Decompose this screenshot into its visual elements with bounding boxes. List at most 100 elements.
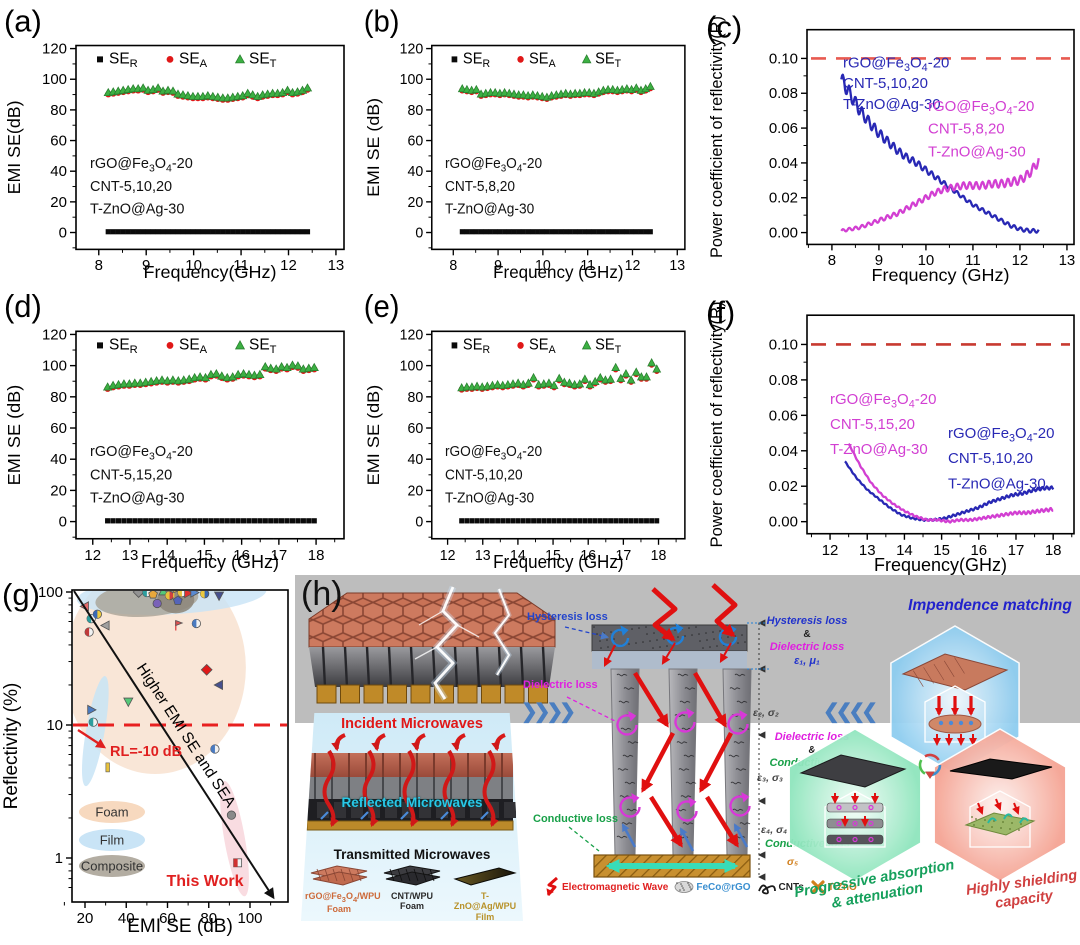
svg-text:0.10: 0.10 xyxy=(769,336,798,353)
svg-text:18: 18 xyxy=(651,548,667,565)
svg-text:Composite: Composite xyxy=(81,859,143,874)
svg-text:12: 12 xyxy=(1012,252,1029,269)
tzno-film-type: Film xyxy=(475,911,495,922)
series-se-r xyxy=(459,229,653,235)
panel-d-emi-se-chart: 12 13 14 15 16 17 18 0 20 40 60 80 100 120 Frequency (… xyxy=(4,289,345,572)
svg-text:16: 16 xyxy=(970,542,987,559)
svg-text:13: 13 xyxy=(669,258,685,274)
svg-text:rGO@Fe3O4-20: rGO@Fe3O4-20 xyxy=(445,443,542,463)
svg-text:SET: SET xyxy=(595,336,621,356)
rgo-foam-name: rGO@Fe3O4/WPU xyxy=(305,891,381,904)
schematic-legend: Electromagnetic Wave FeCo@rGO CNTs T-ZnO xyxy=(545,877,867,897)
svg-text:40: 40 xyxy=(408,452,424,469)
svg-text:60: 60 xyxy=(50,420,67,437)
svg-text:Foam: Foam xyxy=(95,805,128,820)
svg-text:SET: SET xyxy=(595,50,621,70)
emw-label: Electromagnetic Wave xyxy=(562,881,669,893)
svg-text:12: 12 xyxy=(84,547,101,564)
svg-text:0.08: 0.08 xyxy=(769,85,798,102)
svg-text:rGO@Fe3O4-20: rGO@Fe3O4-20 xyxy=(90,156,193,174)
svg-text:20: 20 xyxy=(50,482,67,499)
svg-text:14: 14 xyxy=(159,547,176,564)
svg-text:60: 60 xyxy=(159,910,176,927)
svg-text:0.00: 0.00 xyxy=(769,514,798,531)
tzno-film-thumbnail: T-ZnO@Ag/WPU Film xyxy=(451,863,519,922)
svg-text:12: 12 xyxy=(280,257,297,274)
cnts-label: CNTs xyxy=(778,881,804,893)
svg-text:T-ZnO@Ag-30: T-ZnO@Ag-30 xyxy=(928,143,1026,160)
conductive-loss-label: Conductive loss xyxy=(533,813,618,825)
transmitted-microwaves-label: Transmitted Microwaves xyxy=(333,847,491,862)
microwave-interaction-panel: Incident Microwaves Reflected Microwaves… xyxy=(301,713,523,921)
series-se-t xyxy=(103,83,313,102)
svg-text:0: 0 xyxy=(415,514,423,531)
svg-text:CNT-5,10,20: CNT-5,10,20 xyxy=(90,179,172,195)
sigma5-label: σ₅ xyxy=(787,856,799,868)
feco-label: FeCo@rGO xyxy=(696,881,751,893)
rgo-foam-type: Foam xyxy=(326,904,351,915)
svg-text:Frequency (GHz): Frequency (GHz) xyxy=(872,265,1010,285)
reflected-microwaves-label: Reflected Microwaves xyxy=(341,795,483,810)
legend-cnt-item: CNTs xyxy=(757,879,804,895)
svg-text:8: 8 xyxy=(95,257,103,274)
cnt-foam-thumbnail: CNT/WPU Foam xyxy=(378,863,446,921)
svg-text:rGO@Fe3O4-20: rGO@Fe3O4-20 xyxy=(830,391,936,411)
material-thumbnails: rGO@Fe3O4/WPU Foam CNT/WPU Foam T-ZnO@Ag… xyxy=(305,863,519,922)
panel-c-reflectivity-chart: 8 9 10 11 12 13 0.00 0.02 0.04 0.06 0.08 0.10 Freque… xyxy=(706,10,1075,285)
svg-text:(e): (e) xyxy=(364,290,400,324)
svg-text:10: 10 xyxy=(185,257,202,274)
layer1-loss-block: Hysteresis loss & Dielectric loss ε₁, μ₁ xyxy=(745,615,869,669)
series-se-t xyxy=(102,360,319,391)
svg-text:18: 18 xyxy=(1045,542,1062,559)
svg-text:16: 16 xyxy=(580,548,596,565)
svg-text:20: 20 xyxy=(408,195,424,211)
series-se-t xyxy=(457,81,655,101)
svg-text:SEA: SEA xyxy=(529,50,556,70)
svg-text:120: 120 xyxy=(42,326,67,343)
svg-text:20: 20 xyxy=(408,483,424,500)
plot-d: 12 13 14 15 16 17 18 0 20 40 60 80 100 120 Frequency (… xyxy=(4,289,345,572)
foam-cross-section-image xyxy=(306,733,516,831)
svg-text:EMI SE (dB): EMI SE (dB) xyxy=(4,385,24,486)
svg-text:20: 20 xyxy=(77,910,94,927)
svg-text:15: 15 xyxy=(196,547,213,564)
plot-c: 8 9 10 11 12 13 0.00 0.02 0.04 0.06 0.08 0.10 Freque… xyxy=(706,10,1075,285)
svg-text:10: 10 xyxy=(535,258,551,274)
svg-text:60: 60 xyxy=(408,421,424,438)
svg-text:40: 40 xyxy=(50,451,67,468)
svg-text:0.00: 0.00 xyxy=(769,225,798,242)
svg-text:9: 9 xyxy=(494,258,502,274)
layer2-amp: & xyxy=(808,744,816,756)
chevrons-left-icon: ❮❮❮❮ xyxy=(823,701,878,723)
svg-text:0.06: 0.06 xyxy=(769,407,798,424)
svg-text:Frequency (GHz): Frequency (GHz) xyxy=(141,552,279,572)
svg-text:16: 16 xyxy=(233,547,250,564)
svg-text:17: 17 xyxy=(1008,542,1025,559)
curve-CNT-5,10,20 xyxy=(844,460,1055,522)
svg-text:CNT-5,8,20: CNT-5,8,20 xyxy=(445,178,515,194)
feco-rgo-icon xyxy=(674,881,694,893)
svg-text:0.04: 0.04 xyxy=(769,155,798,172)
dielectric-loss-label: Dielectric loss xyxy=(523,679,598,691)
svg-text:Power coefficient of reflectiv: Power coefficient of reflectivity(R) xyxy=(707,301,726,547)
mechanism-hexagons xyxy=(788,625,1067,882)
svg-text:15: 15 xyxy=(545,548,561,565)
svg-text:0.02: 0.02 xyxy=(769,478,798,495)
svg-text:rGO@Fe3O4-20: rGO@Fe3O4-20 xyxy=(843,54,949,73)
svg-text:Power coefficient of reflectiv: Power coefficient of reflectivity(R) xyxy=(708,16,726,258)
svg-text:CNT-5,10,20: CNT-5,10,20 xyxy=(445,466,523,483)
panel-e-emi-se-chart: 12 13 14 15 16 17 18 0 20 40 60 80 100 120 Frequency (… xyxy=(363,290,686,572)
svg-text:(f): (f) xyxy=(706,295,735,330)
svg-text:EMI SE (dB): EMI SE (dB) xyxy=(363,385,382,486)
svg-text:T-ZnO@Ag-30: T-ZnO@Ag-30 xyxy=(830,441,928,458)
svg-text:17: 17 xyxy=(271,547,288,564)
series-se-r xyxy=(105,229,311,235)
svg-text:rGO@Fe3O4-20: rGO@Fe3O4-20 xyxy=(90,444,193,463)
svg-text:13: 13 xyxy=(475,548,491,565)
svg-text:11: 11 xyxy=(233,257,249,274)
svg-text:0.02: 0.02 xyxy=(769,190,798,207)
svg-text:CNT-5,8,20: CNT-5,8,20 xyxy=(928,121,1005,138)
svg-text:9: 9 xyxy=(875,252,883,269)
plot-f: 12 13 14 15 16 17 18 0.00 0.02 0.04 0.06 0.08 0.10 Fr… xyxy=(706,295,1075,575)
svg-text:(d): (d) xyxy=(4,289,42,324)
